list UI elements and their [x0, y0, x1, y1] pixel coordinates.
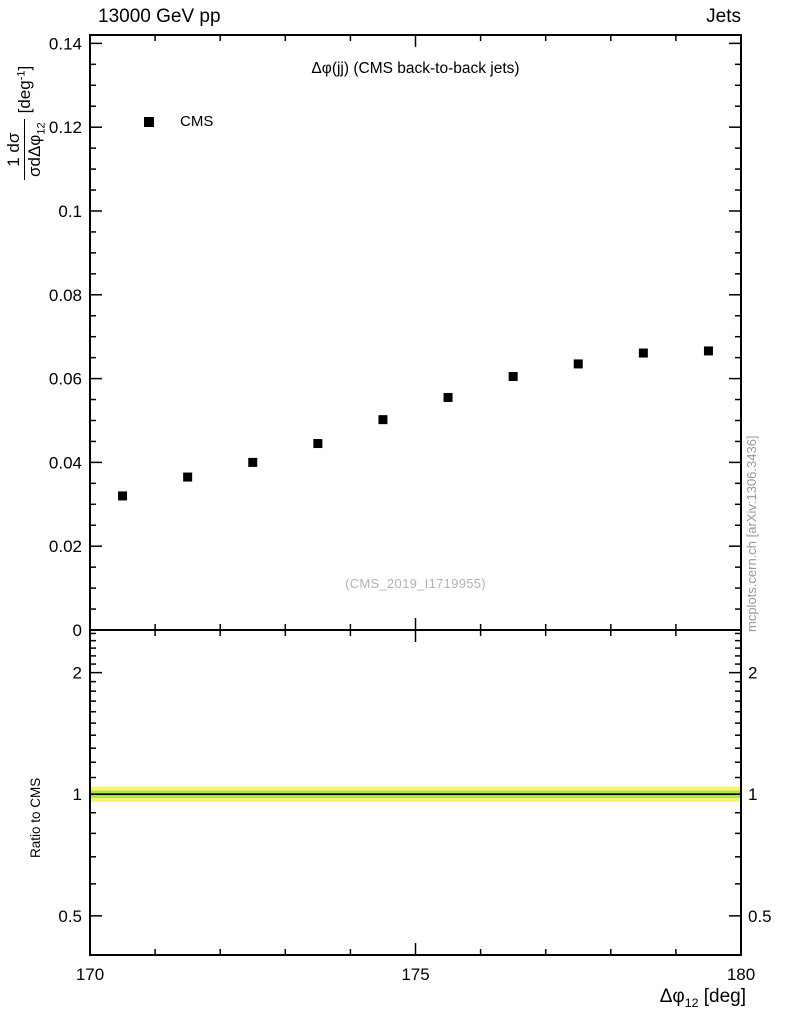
ratio-y-tick-label-left: 2 [73, 664, 82, 683]
data-point-marker [313, 439, 323, 449]
ylabel-fraction: 1 dσ σdΔφ12 [4, 119, 48, 180]
ylabel-unit: [deg-1] [15, 65, 35, 114]
ratio-y-tick-label-right: 2 [748, 664, 757, 683]
legend-marker-square [144, 116, 154, 127]
ratio-y-tick-label-right: 1 [748, 785, 757, 804]
tick-labels: 0 0.02 0.04 0.06 0.08 0.1 0.12 0.14 0.5 0.5 1 1 2 2 17… [49, 34, 772, 984]
data-point-marker [118, 491, 128, 501]
main-y-axis-label: 1 dσ σdΔφ12 [deg-1] [4, 66, 48, 180]
data-point-marker [638, 348, 648, 358]
main-y-tick-label: 0.14 [49, 34, 82, 53]
ylabel-denominator: σdΔφ12 [24, 122, 47, 177]
main-y-tick-label: 0.04 [49, 453, 82, 472]
main-y-tick-label: 0.06 [49, 370, 82, 389]
data-point-marker [703, 346, 713, 356]
legend-label: CMS [180, 113, 214, 130]
x-tick-label: 170 [76, 965, 104, 984]
data-points [118, 346, 713, 501]
x-tick-label: 180 [727, 965, 755, 984]
ratio-y-tick-label-right: 0.5 [748, 907, 772, 926]
beam-energy-label: 13000 GeV pp [98, 6, 221, 27]
main-y-tick-label: 0.02 [49, 537, 82, 556]
ratio-y-axis-label: Ratio to CMS [28, 777, 43, 858]
main-y-tick-label: 0.12 [49, 118, 82, 137]
data-point-marker [508, 371, 518, 381]
data-point-marker [183, 472, 193, 482]
x-axis-label: Δφ12 [deg] [659, 986, 746, 1010]
analysis-id-watermark: (CMS_2019_I1719955) [345, 576, 486, 591]
data-point-marker [573, 359, 583, 369]
ratio-panel-frame [89, 629, 742, 956]
plot-title: Δφ(jj) (CMS back-to-back jets) [311, 60, 520, 77]
main-y-tick-label: 0.08 [49, 286, 82, 305]
axis-ticks [89, 35, 742, 956]
ratio-y-tick-label-left: 1 [73, 785, 82, 804]
main-y-tick-label: 0 [73, 621, 82, 640]
data-point-marker [248, 457, 258, 467]
x-tick-label: 175 [401, 965, 429, 984]
ratio-y-tick-label-left: 0.5 [58, 907, 82, 926]
legend: CMS [144, 113, 213, 130]
analysis-group-label: Jets [706, 6, 741, 27]
main-y-tick-label: 0.1 [58, 202, 82, 221]
data-point-marker [378, 415, 388, 425]
ylabel-numerator: 1 dσ [4, 119, 25, 180]
data-point-marker [443, 392, 453, 402]
mcplots-attribution-label: mcplots.cern.ch [arXiv:1306.3436] [744, 435, 759, 632]
